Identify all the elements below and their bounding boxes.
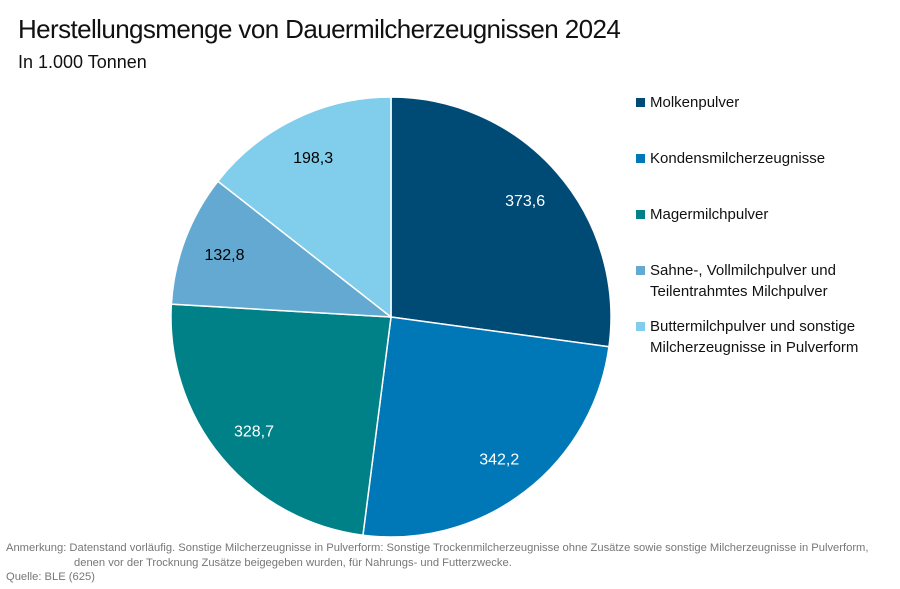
pie-data-label-2: 328,7: [234, 424, 274, 441]
chart-title: Herstellungsmenge von Dauermilcherzeugni…: [18, 14, 621, 44]
legend-swatch: [636, 154, 645, 163]
pie-data-label-0: 373,6: [505, 193, 545, 210]
footnote-line-1: Anmerkung: Datenstand vorläufig. Sonstig…: [6, 542, 869, 554]
legend-label: Buttermilchpulver und sonstige Milcherze…: [650, 316, 858, 358]
legend-swatch: [636, 322, 645, 331]
legend-label: Sahne-, Vollmilchpulver und Teilentrahmt…: [650, 260, 836, 302]
legend-swatch: [636, 266, 645, 275]
pie-data-label-3: 132,8: [204, 247, 244, 264]
pie-slice-1: [362, 316, 610, 538]
legend-swatch: [636, 210, 645, 219]
chart-subtitle: In 1.000 Tonnen: [18, 52, 147, 72]
legend-label-line: Buttermilchpulver und sonstige: [650, 318, 856, 335]
legend-swatch: [636, 98, 645, 107]
legend-label: Molkenpulver: [650, 94, 740, 111]
footnote-line-2: denen vor der Trocknung Zusätze beigegeb…: [74, 556, 512, 569]
pie-slice-4: [216, 96, 392, 319]
legend-label-line: Sahne-, Vollmilchpulver und: [650, 262, 836, 279]
legend-label: Magermilchpulver: [650, 206, 769, 223]
legend-label-line: Milcherzeugnisse in Pulverform: [650, 339, 859, 356]
pie-slice-3: [170, 180, 394, 318]
pie-slice-2: [170, 303, 392, 537]
legend-label: Kondensmilcherzeugnisse: [650, 150, 826, 167]
legend-label-line: Teilentrahmtes Milchpulver: [650, 283, 828, 300]
pie-data-label-1: 342,2: [479, 451, 519, 468]
source-note: Quelle: BLE (625): [6, 571, 95, 583]
footnote: Anmerkung: Datenstand vorläufig. Sonstig…: [6, 541, 868, 585]
pie-slice-0: [390, 96, 612, 348]
pie-data-label-4: 198,3: [293, 150, 333, 167]
